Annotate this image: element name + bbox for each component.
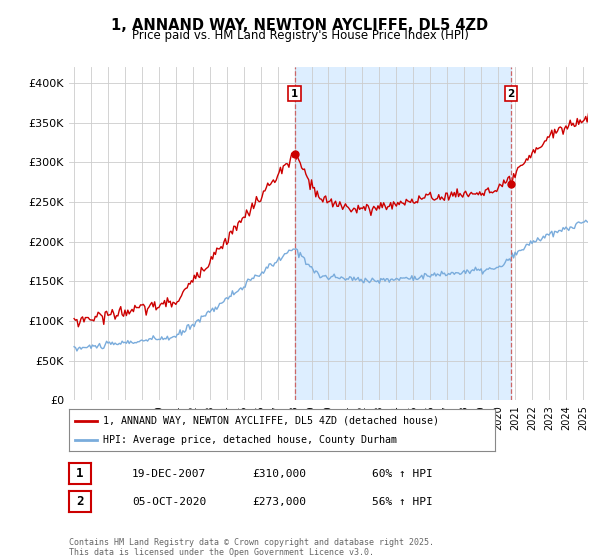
- Text: Price paid vs. HM Land Registry's House Price Index (HPI): Price paid vs. HM Land Registry's House …: [131, 29, 469, 42]
- Text: 1, ANNAND WAY, NEWTON AYCLIFFE, DL5 4ZD (detached house): 1, ANNAND WAY, NEWTON AYCLIFFE, DL5 4ZD …: [103, 416, 439, 426]
- Text: 1: 1: [76, 467, 83, 480]
- Text: 2: 2: [507, 89, 514, 99]
- Text: £273,000: £273,000: [252, 497, 306, 507]
- Text: Contains HM Land Registry data © Crown copyright and database right 2025.
This d: Contains HM Land Registry data © Crown c…: [69, 538, 434, 557]
- Text: 1: 1: [291, 89, 298, 99]
- Text: 2: 2: [76, 495, 83, 508]
- Bar: [295, 67, 511, 400]
- Text: HPI: Average price, detached house, County Durham: HPI: Average price, detached house, Coun…: [103, 435, 397, 445]
- Text: 60% ↑ HPI: 60% ↑ HPI: [372, 469, 433, 479]
- Text: 56% ↑ HPI: 56% ↑ HPI: [372, 497, 433, 507]
- Text: 05-OCT-2020: 05-OCT-2020: [132, 497, 206, 507]
- Text: 19-DEC-2007: 19-DEC-2007: [132, 469, 206, 479]
- Text: 1, ANNAND WAY, NEWTON AYCLIFFE, DL5 4ZD: 1, ANNAND WAY, NEWTON AYCLIFFE, DL5 4ZD: [112, 18, 488, 33]
- Text: £310,000: £310,000: [252, 469, 306, 479]
